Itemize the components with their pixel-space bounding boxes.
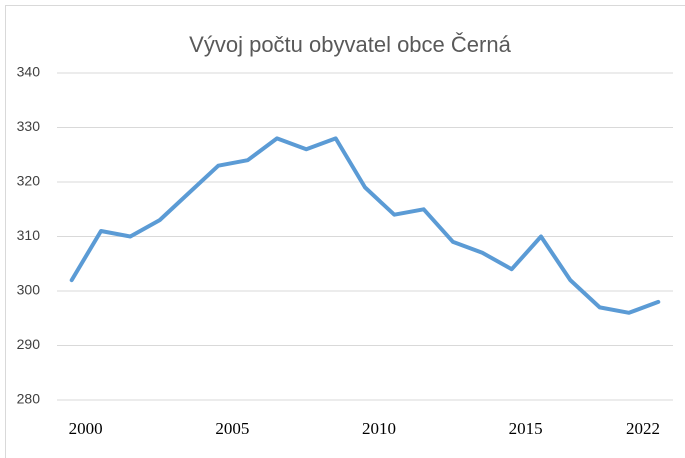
- y-tick-label: 280: [17, 391, 41, 407]
- y-tick-label: 320: [17, 173, 41, 189]
- x-tick-label: 2010: [362, 419, 396, 438]
- y-tick-label: 290: [17, 336, 41, 352]
- y-tick-label: 300: [17, 282, 41, 298]
- x-tick-label: 2015: [509, 419, 543, 438]
- chart-border: [5, 5, 685, 458]
- x-tick-label: 2000: [69, 419, 103, 438]
- x-tick-label: 2022: [626, 419, 660, 438]
- y-tick-label: 340: [17, 64, 41, 80]
- x-tick-label: 2005: [215, 419, 249, 438]
- y-tick-label: 330: [17, 118, 41, 134]
- chart-title: Vývoj počtu obyvatel obce Černá: [189, 32, 511, 57]
- y-tick-label: 310: [17, 227, 41, 243]
- data-line: [69, 136, 661, 315]
